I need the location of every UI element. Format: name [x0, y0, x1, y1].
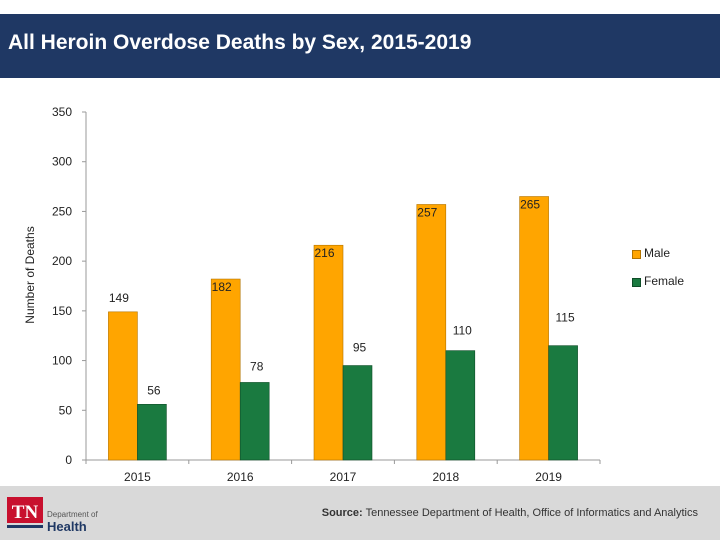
data-label-male: 216 [314, 246, 334, 260]
tn-health-logo: TN Department of Health [7, 497, 98, 534]
y-tick-label: 300 [52, 155, 72, 169]
source-label: Source: [321, 507, 363, 519]
logo-department-text: Department of [47, 510, 98, 519]
legend-swatch-female [632, 278, 641, 287]
chart-bars [108, 196, 578, 461]
y-tick-label: 250 [52, 204, 72, 218]
logo-tn-block [7, 497, 43, 523]
x-axis: 2015 2016 2017 2018 2019 [85, 459, 601, 484]
legend-label-female: Female [644, 274, 685, 288]
data-label-male: 149 [109, 291, 129, 305]
chart-title: All Heroin Overdose Deaths by Sex, 2015-… [8, 31, 472, 54]
x-tick-label: 2017 [330, 470, 357, 484]
data-label-female: 95 [353, 341, 367, 355]
legend-item-female: Female [632, 274, 684, 302]
logo-health-text: Health [47, 519, 87, 534]
source-text: Tennessee Department of Health, Office o… [365, 507, 698, 519]
x-tick-label: 2015 [124, 470, 151, 484]
data-label-male: 265 [520, 198, 540, 212]
y-axis-label: Number of Deaths [23, 226, 37, 323]
x-tick-label: 2018 [432, 470, 459, 484]
bar-female [445, 350, 476, 461]
bar-male [416, 204, 447, 461]
bar-female [342, 365, 373, 461]
legend-label-male: Male [644, 246, 671, 260]
bar-female [137, 404, 167, 461]
y-tick-label: 350 [52, 105, 72, 119]
logo-underline [7, 525, 43, 528]
bar-male [313, 244, 344, 461]
bar-female [239, 382, 270, 461]
data-label-male: 182 [212, 280, 232, 294]
data-label-female: 56 [147, 383, 161, 397]
y-tick-label: 0 [65, 453, 72, 467]
data-label-female: 78 [250, 359, 264, 373]
bar-male [210, 278, 241, 461]
legend-swatch-male [632, 250, 641, 259]
chart-legend: Male Female [632, 246, 684, 302]
x-tick-label: 2019 [535, 470, 562, 484]
y-tick-label: 200 [52, 254, 72, 268]
data-labels: 149 56 182 78 216 95 257 110 265 115 [109, 198, 575, 398]
data-label-female: 115 [556, 311, 575, 325]
bar-male [519, 196, 549, 461]
y-tick-label: 100 [52, 354, 72, 368]
y-tick-label: 50 [59, 403, 73, 417]
source-note: Source: Tennessee Department of Health, … [322, 507, 698, 519]
data-label-female: 110 [453, 324, 472, 338]
legend-item-male: Male [632, 246, 684, 274]
logo-tn-text: TN [12, 502, 39, 523]
bar-female [548, 345, 578, 461]
footer-bar [0, 486, 720, 540]
title-banner [0, 14, 720, 78]
y-axis: 0 50 100 150 200 250 300 350 [52, 105, 87, 467]
data-label-male: 257 [417, 205, 437, 219]
bar-male [108, 311, 138, 461]
x-tick-label: 2016 [227, 470, 254, 484]
y-tick-label: 150 [52, 304, 72, 318]
